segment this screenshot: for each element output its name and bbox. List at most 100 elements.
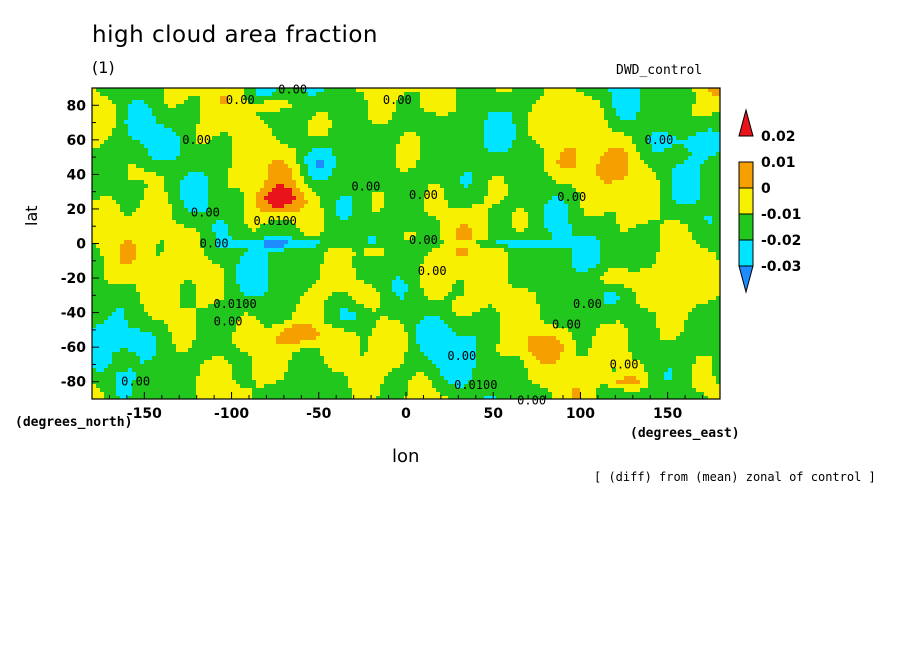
field-cell xyxy=(144,132,149,137)
field-cell xyxy=(316,136,321,141)
field-cell xyxy=(216,212,221,217)
field-cell xyxy=(448,156,453,161)
field-cell xyxy=(648,160,653,165)
field-cell xyxy=(264,156,269,161)
field-cell xyxy=(548,168,553,173)
field-cell xyxy=(664,204,669,209)
field-cell xyxy=(532,124,537,129)
field-cell xyxy=(404,208,409,213)
field-cell xyxy=(564,96,569,101)
field-cell xyxy=(96,144,101,149)
field-cell xyxy=(320,204,325,209)
field-cell xyxy=(660,168,665,173)
field-cell xyxy=(340,204,345,209)
field-cell xyxy=(696,92,701,97)
field-cell xyxy=(232,212,237,217)
field-cell xyxy=(440,120,445,125)
field-cell xyxy=(112,88,117,93)
field-cell xyxy=(708,176,713,181)
field-cell xyxy=(196,172,201,177)
field-cell xyxy=(652,156,657,161)
field-cell xyxy=(244,200,249,205)
field-cell xyxy=(612,164,617,169)
field-cell xyxy=(200,196,205,201)
field-cell xyxy=(352,164,357,169)
field-cell xyxy=(572,184,577,189)
field-cell xyxy=(448,116,453,121)
field-cell xyxy=(124,100,129,105)
field-cell xyxy=(240,140,245,145)
field-cell xyxy=(456,168,461,173)
field-cell xyxy=(320,124,325,129)
field-cell xyxy=(208,184,213,189)
field-cell xyxy=(280,204,285,209)
field-cell xyxy=(164,92,169,97)
field-cell xyxy=(188,156,193,161)
field-cell xyxy=(492,188,497,193)
field-cell xyxy=(420,212,425,217)
field-cell xyxy=(364,164,369,169)
field-cell xyxy=(572,200,577,205)
field-cell xyxy=(604,124,609,129)
field-cell xyxy=(676,188,681,193)
field-cell xyxy=(576,140,581,145)
field-cell xyxy=(668,172,673,177)
field-cell xyxy=(556,132,561,137)
field-cell xyxy=(364,180,369,185)
field-cell xyxy=(108,136,113,141)
field-cell xyxy=(584,112,589,117)
field-cell xyxy=(248,196,253,201)
field-cell xyxy=(460,120,465,125)
field-cell xyxy=(552,204,557,209)
field-cell xyxy=(468,176,473,181)
field-cell xyxy=(212,184,217,189)
field-cell xyxy=(676,160,681,165)
field-cell xyxy=(584,208,589,213)
field-cell xyxy=(404,164,409,169)
field-cell xyxy=(200,152,205,157)
field-cell xyxy=(656,112,661,117)
field-cell xyxy=(420,188,425,193)
field-cell xyxy=(372,204,377,209)
field-cell xyxy=(716,124,720,129)
field-cell xyxy=(112,180,117,185)
field-cell xyxy=(360,156,365,161)
field-cell xyxy=(508,156,513,161)
field-cell xyxy=(508,176,513,181)
field-cell xyxy=(436,184,441,189)
field-cell xyxy=(236,212,241,217)
field-cell xyxy=(468,164,473,169)
field-cell xyxy=(528,204,533,209)
field-cell xyxy=(112,116,117,121)
field-cell xyxy=(380,136,385,141)
field-cell xyxy=(164,140,169,145)
field-cell xyxy=(496,164,501,169)
field-cell xyxy=(588,116,593,121)
field-cell xyxy=(580,132,585,137)
field-cell xyxy=(144,104,149,109)
field-cell xyxy=(284,112,289,117)
field-cell xyxy=(472,136,477,141)
field-cell xyxy=(560,172,565,177)
field-cell xyxy=(600,188,605,193)
field-cell xyxy=(420,168,425,173)
field-cell xyxy=(484,108,489,113)
field-cell xyxy=(168,132,173,137)
field-cell xyxy=(376,168,381,173)
field-cell xyxy=(228,120,233,125)
field-cell xyxy=(712,128,717,133)
field-cell xyxy=(116,112,121,117)
field-cell xyxy=(204,96,209,101)
field-cell xyxy=(612,128,617,133)
field-cell xyxy=(536,196,541,201)
field-cell xyxy=(416,88,421,93)
field-cell xyxy=(272,164,277,169)
field-cell xyxy=(396,148,401,153)
field-cell xyxy=(228,136,233,141)
field-cell xyxy=(620,184,625,189)
field-cell xyxy=(532,100,537,105)
field-cell xyxy=(100,212,105,217)
field-cell xyxy=(328,92,333,97)
field-cell xyxy=(504,208,509,213)
field-cell xyxy=(528,160,533,165)
